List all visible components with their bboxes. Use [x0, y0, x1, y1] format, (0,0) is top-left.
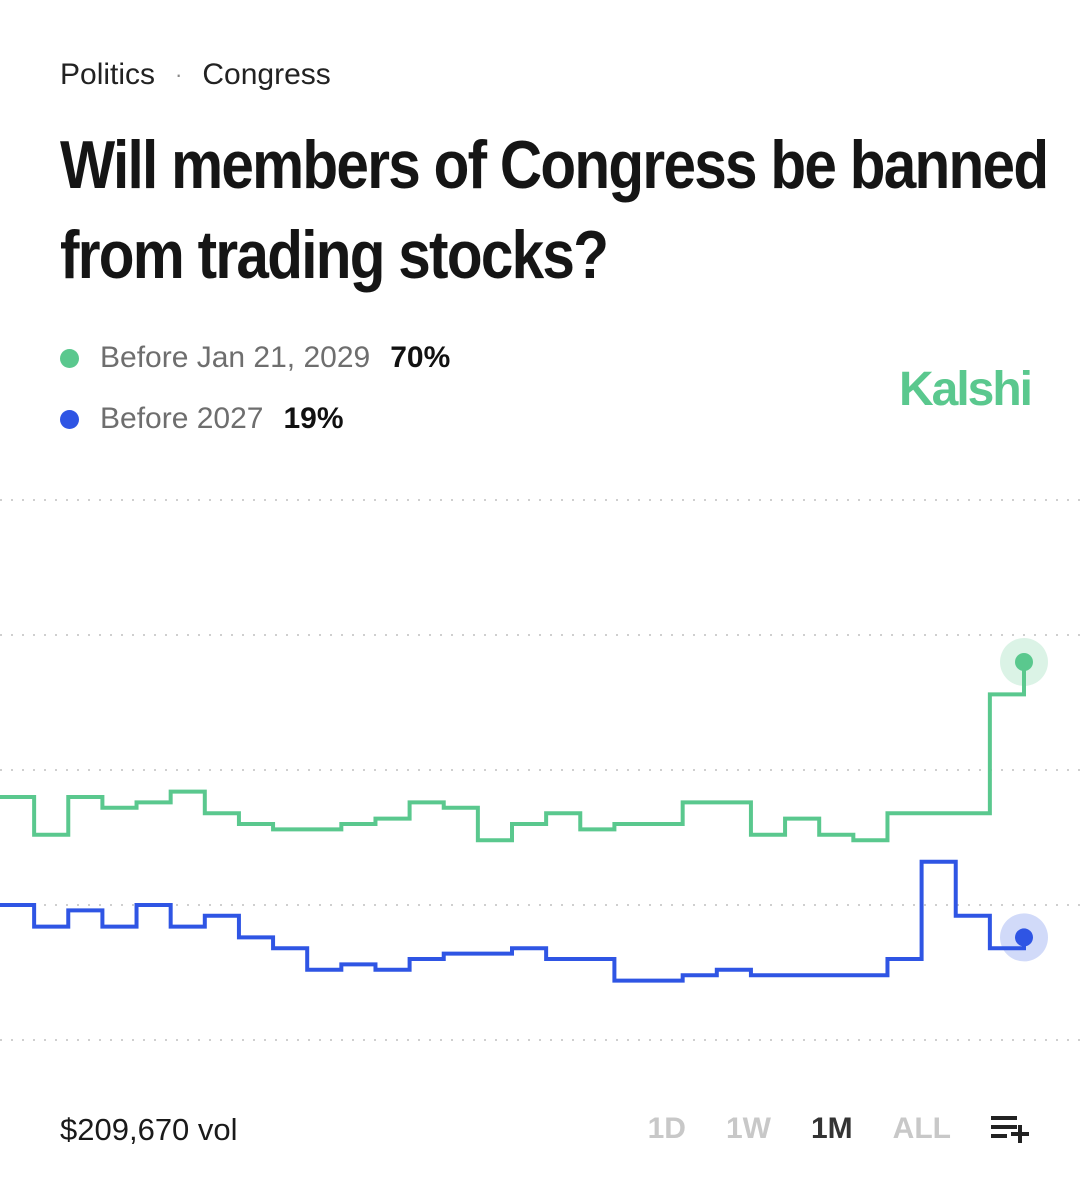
legend-value: 70%: [390, 341, 451, 374]
time-range-selector: 1D 1W 1M ALL: [648, 1112, 1031, 1146]
breadcrumb-category[interactable]: Politics: [60, 58, 156, 91]
breadcrumb-separator: ·: [175, 62, 183, 87]
series-line-0: [0, 662, 1026, 843]
brand-logo: Kalshi: [898, 363, 1033, 416]
breadcrumb-subcategory[interactable]: Congress: [202, 58, 331, 91]
range-1m-button[interactable]: 1M: [810, 1112, 853, 1145]
legend-label: Before 2027: [100, 402, 264, 435]
page-title: Will members of Congress be banned from …: [60, 127, 1049, 293]
legend-item-2027[interactable]: Before 2027 19%: [60, 399, 450, 439]
breadcrumb: Politics · Congress: [60, 58, 331, 92]
range-1d-button[interactable]: 1D: [647, 1112, 686, 1145]
legend-dot-icon: [60, 409, 79, 429]
range-all-button[interactable]: ALL: [892, 1112, 951, 1145]
chart-legend: Before Jan 21, 2029 70% Before 2027 19%: [60, 338, 450, 460]
legend-item-2029[interactable]: Before Jan 21, 2029 70%: [60, 338, 450, 378]
series-line-1: [0, 859, 1026, 983]
legend-label: Before Jan 21, 2029: [100, 341, 371, 374]
legend-dot-icon: [60, 348, 79, 368]
range-1w-button[interactable]: 1W: [725, 1112, 771, 1145]
legend-value: 19%: [283, 402, 344, 435]
playlist-add-icon[interactable]: [991, 1114, 1031, 1144]
current-point: [1015, 928, 1033, 947]
price-chart[interactable]: [0, 470, 1089, 1070]
current-point: [1015, 653, 1033, 671]
volume-label: $209,670 vol: [60, 1112, 238, 1147]
